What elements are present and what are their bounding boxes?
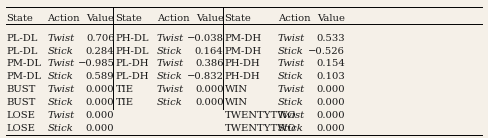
Text: 0.284: 0.284 <box>86 47 115 56</box>
Text: Twist: Twist <box>278 111 305 120</box>
Text: Twist: Twist <box>157 59 184 68</box>
Text: TIE: TIE <box>116 98 133 107</box>
Text: Value: Value <box>86 14 115 23</box>
Text: −0.038: −0.038 <box>186 34 224 43</box>
Text: −0.526: −0.526 <box>308 47 345 56</box>
Text: BUST: BUST <box>6 98 36 107</box>
Text: 0.533: 0.533 <box>316 34 345 43</box>
Text: −0.985: −0.985 <box>78 59 115 68</box>
Text: Twist: Twist <box>278 85 305 94</box>
Text: Action: Action <box>47 14 80 23</box>
Text: Stick: Stick <box>157 72 183 81</box>
Text: Stick: Stick <box>47 47 73 56</box>
Text: 0.000: 0.000 <box>195 98 224 107</box>
Text: 0.000: 0.000 <box>86 85 115 94</box>
Text: LOSE: LOSE <box>6 124 35 133</box>
Text: PM-DL: PM-DL <box>6 72 41 81</box>
Text: Stick: Stick <box>47 98 73 107</box>
Text: 0.164: 0.164 <box>195 47 224 56</box>
Text: PM-DH: PM-DH <box>224 34 262 43</box>
Text: 0.000: 0.000 <box>195 85 224 94</box>
Text: Twist: Twist <box>157 85 184 94</box>
Text: Stick: Stick <box>157 98 183 107</box>
Text: TIE: TIE <box>116 85 133 94</box>
Text: BUST: BUST <box>6 85 36 94</box>
Text: Twist: Twist <box>157 34 184 43</box>
Text: Action: Action <box>157 14 189 23</box>
Text: PH-DH: PH-DH <box>224 59 260 68</box>
Text: TWENTYTWO: TWENTYTWO <box>224 124 296 133</box>
Text: State: State <box>224 14 251 23</box>
Text: 0.000: 0.000 <box>86 111 115 120</box>
Text: 0.000: 0.000 <box>316 111 345 120</box>
Text: PH-DL: PH-DL <box>116 47 149 56</box>
Text: Twist: Twist <box>278 34 305 43</box>
Text: State: State <box>116 14 142 23</box>
Text: 0.000: 0.000 <box>316 124 345 133</box>
Text: Stick: Stick <box>278 98 304 107</box>
Text: PL-DH: PL-DH <box>116 59 149 68</box>
Text: Stick: Stick <box>278 47 304 56</box>
Text: 0.706: 0.706 <box>86 34 115 43</box>
Text: 0.000: 0.000 <box>316 85 345 94</box>
Text: TWENTYTWO: TWENTYTWO <box>224 111 296 120</box>
Text: 0.000: 0.000 <box>86 98 115 107</box>
Text: Stick: Stick <box>47 72 73 81</box>
Text: State: State <box>6 14 33 23</box>
Text: Value: Value <box>317 14 345 23</box>
Text: Action: Action <box>278 14 310 23</box>
Text: 0.000: 0.000 <box>316 98 345 107</box>
Text: 0.103: 0.103 <box>316 72 345 81</box>
Text: PM-DH: PM-DH <box>224 47 262 56</box>
Text: PH-DL: PH-DL <box>116 34 149 43</box>
Text: 0.589: 0.589 <box>86 72 115 81</box>
Text: PL-DL: PL-DL <box>6 47 38 56</box>
Text: PL-DH: PL-DH <box>116 72 149 81</box>
Text: 0.154: 0.154 <box>316 59 345 68</box>
Text: 0.000: 0.000 <box>86 124 115 133</box>
Text: Twist: Twist <box>47 85 75 94</box>
Text: WIN: WIN <box>224 85 247 94</box>
Text: Value: Value <box>196 14 224 23</box>
Text: Stick: Stick <box>47 124 73 133</box>
Text: Twist: Twist <box>47 34 75 43</box>
Text: Stick: Stick <box>278 124 304 133</box>
Text: PH-DH: PH-DH <box>224 72 260 81</box>
Text: WIN: WIN <box>224 98 247 107</box>
Text: Twist: Twist <box>278 59 305 68</box>
Text: Twist: Twist <box>47 111 75 120</box>
Text: PM-DL: PM-DL <box>6 59 41 68</box>
Text: 0.386: 0.386 <box>195 59 224 68</box>
Text: Twist: Twist <box>47 59 75 68</box>
Text: Stick: Stick <box>278 72 304 81</box>
Text: Stick: Stick <box>157 47 183 56</box>
Text: PL-DL: PL-DL <box>6 34 38 43</box>
Text: LOSE: LOSE <box>6 111 35 120</box>
Text: −0.832: −0.832 <box>186 72 224 81</box>
